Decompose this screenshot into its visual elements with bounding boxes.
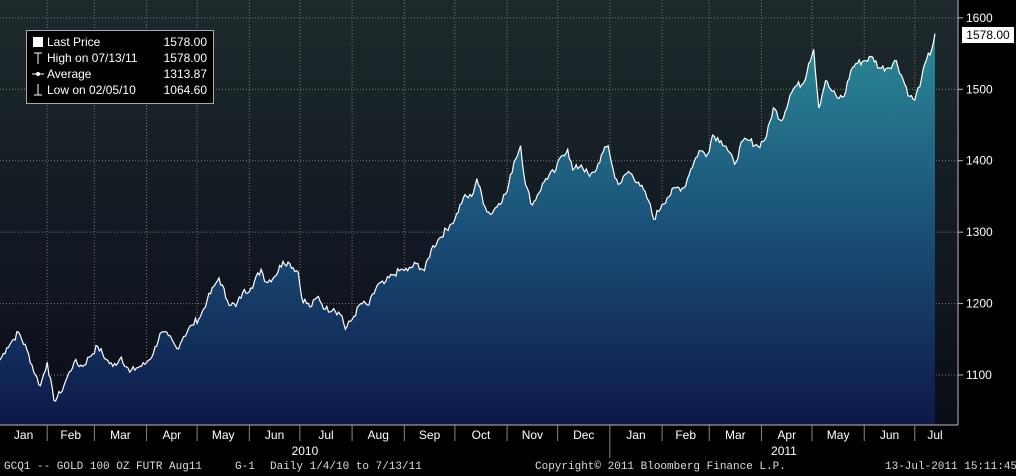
x-tick-label: Nov <box>522 428 543 442</box>
year-label: 2010 <box>292 444 319 458</box>
legend-value: 1578.00 <box>163 35 207 49</box>
y-tick-label: 1300 <box>966 225 993 239</box>
footer: GCQ1 -- GOLD 100 OZ FUTR Aug11 G-1 Daily… <box>0 458 1016 476</box>
y-axis: 1100 1200 1300 1400 1500 1600 <box>957 0 993 425</box>
x-tick-label: Dec <box>573 428 594 442</box>
average-marker-icon <box>31 66 45 82</box>
x-tick-label: Sep <box>419 428 441 442</box>
x-axis: Jan Feb Mar Apr May Jun Jul Aug Sep Oct Nov Dec Jan F… <box>0 424 958 458</box>
x-tick-label: Feb <box>675 428 696 442</box>
x-tick-label: Aug <box>368 428 389 442</box>
legend-row-average: Average 1313.87 <box>31 66 209 82</box>
footer-copyright: Copyright© 2011 Bloomberg Finance L.P. <box>535 461 786 473</box>
x-tick-label: Jul <box>927 428 942 442</box>
last-price-tag: 1578.00 <box>962 27 1014 43</box>
legend: Last Price 1578.00 High on 07/13/11 1578… <box>26 30 214 104</box>
legend-row-high: High on 07/13/11 1578.00 <box>31 50 209 66</box>
legend-value: 1313.87 <box>163 67 207 81</box>
price-line <box>0 33 936 402</box>
x-tick-label: Jun <box>880 428 899 442</box>
y-tick-label: 1500 <box>966 82 993 96</box>
legend-value: 1064.60 <box>163 83 207 97</box>
x-tick-label: Apr <box>777 428 796 442</box>
x-tick-label: May <box>827 428 850 442</box>
x-tick-label: May <box>212 428 235 442</box>
legend-label: Average <box>47 67 92 81</box>
square-icon <box>31 34 45 50</box>
x-tick-label: Mar <box>110 428 131 442</box>
y-tick-label: 1400 <box>966 154 993 168</box>
legend-label: High on 07/13/11 <box>47 51 138 65</box>
legend-label: Last Price <box>47 35 101 49</box>
footer-period: Daily 1/4/10 to 7/13/11 <box>270 461 422 473</box>
y-tick-label: 1100 <box>966 368 992 382</box>
legend-label: Low on 02/05/10 <box>47 83 136 97</box>
low-marker-icon <box>31 82 45 98</box>
footer-timestamp: 13-Jul-2011 15:11:45 <box>885 461 1016 473</box>
footer-page: G-1 <box>235 461 255 473</box>
x-tick-label: Apr <box>162 428 181 442</box>
x-tick-label: Jan <box>14 428 33 442</box>
legend-row-last-price: Last Price 1578.00 <box>31 34 209 50</box>
price-area <box>0 33 935 425</box>
high-marker-icon <box>31 50 45 66</box>
y-tick-label: 1600 <box>966 11 993 25</box>
x-tick-label: Jan <box>626 428 645 442</box>
footer-ticker: GCQ1 -- GOLD 100 OZ FUTR Aug11 <box>4 461 203 473</box>
price-chart: 1100 1200 1300 1400 1500 1600 Jan Feb Mar Apr May… <box>0 0 993 458</box>
year-label: 2011 <box>771 444 797 458</box>
x-tick-label: Oct <box>472 428 491 442</box>
x-tick-label: Jul <box>318 428 333 442</box>
x-tick-label: Mar <box>725 428 746 442</box>
x-tick-label: Jun <box>265 428 284 442</box>
x-tick-label: Feb <box>60 428 81 442</box>
legend-value: 1578.00 <box>163 51 207 65</box>
legend-row-low: Low on 02/05/10 1064.60 <box>31 82 209 98</box>
y-tick-label: 1200 <box>966 297 993 311</box>
